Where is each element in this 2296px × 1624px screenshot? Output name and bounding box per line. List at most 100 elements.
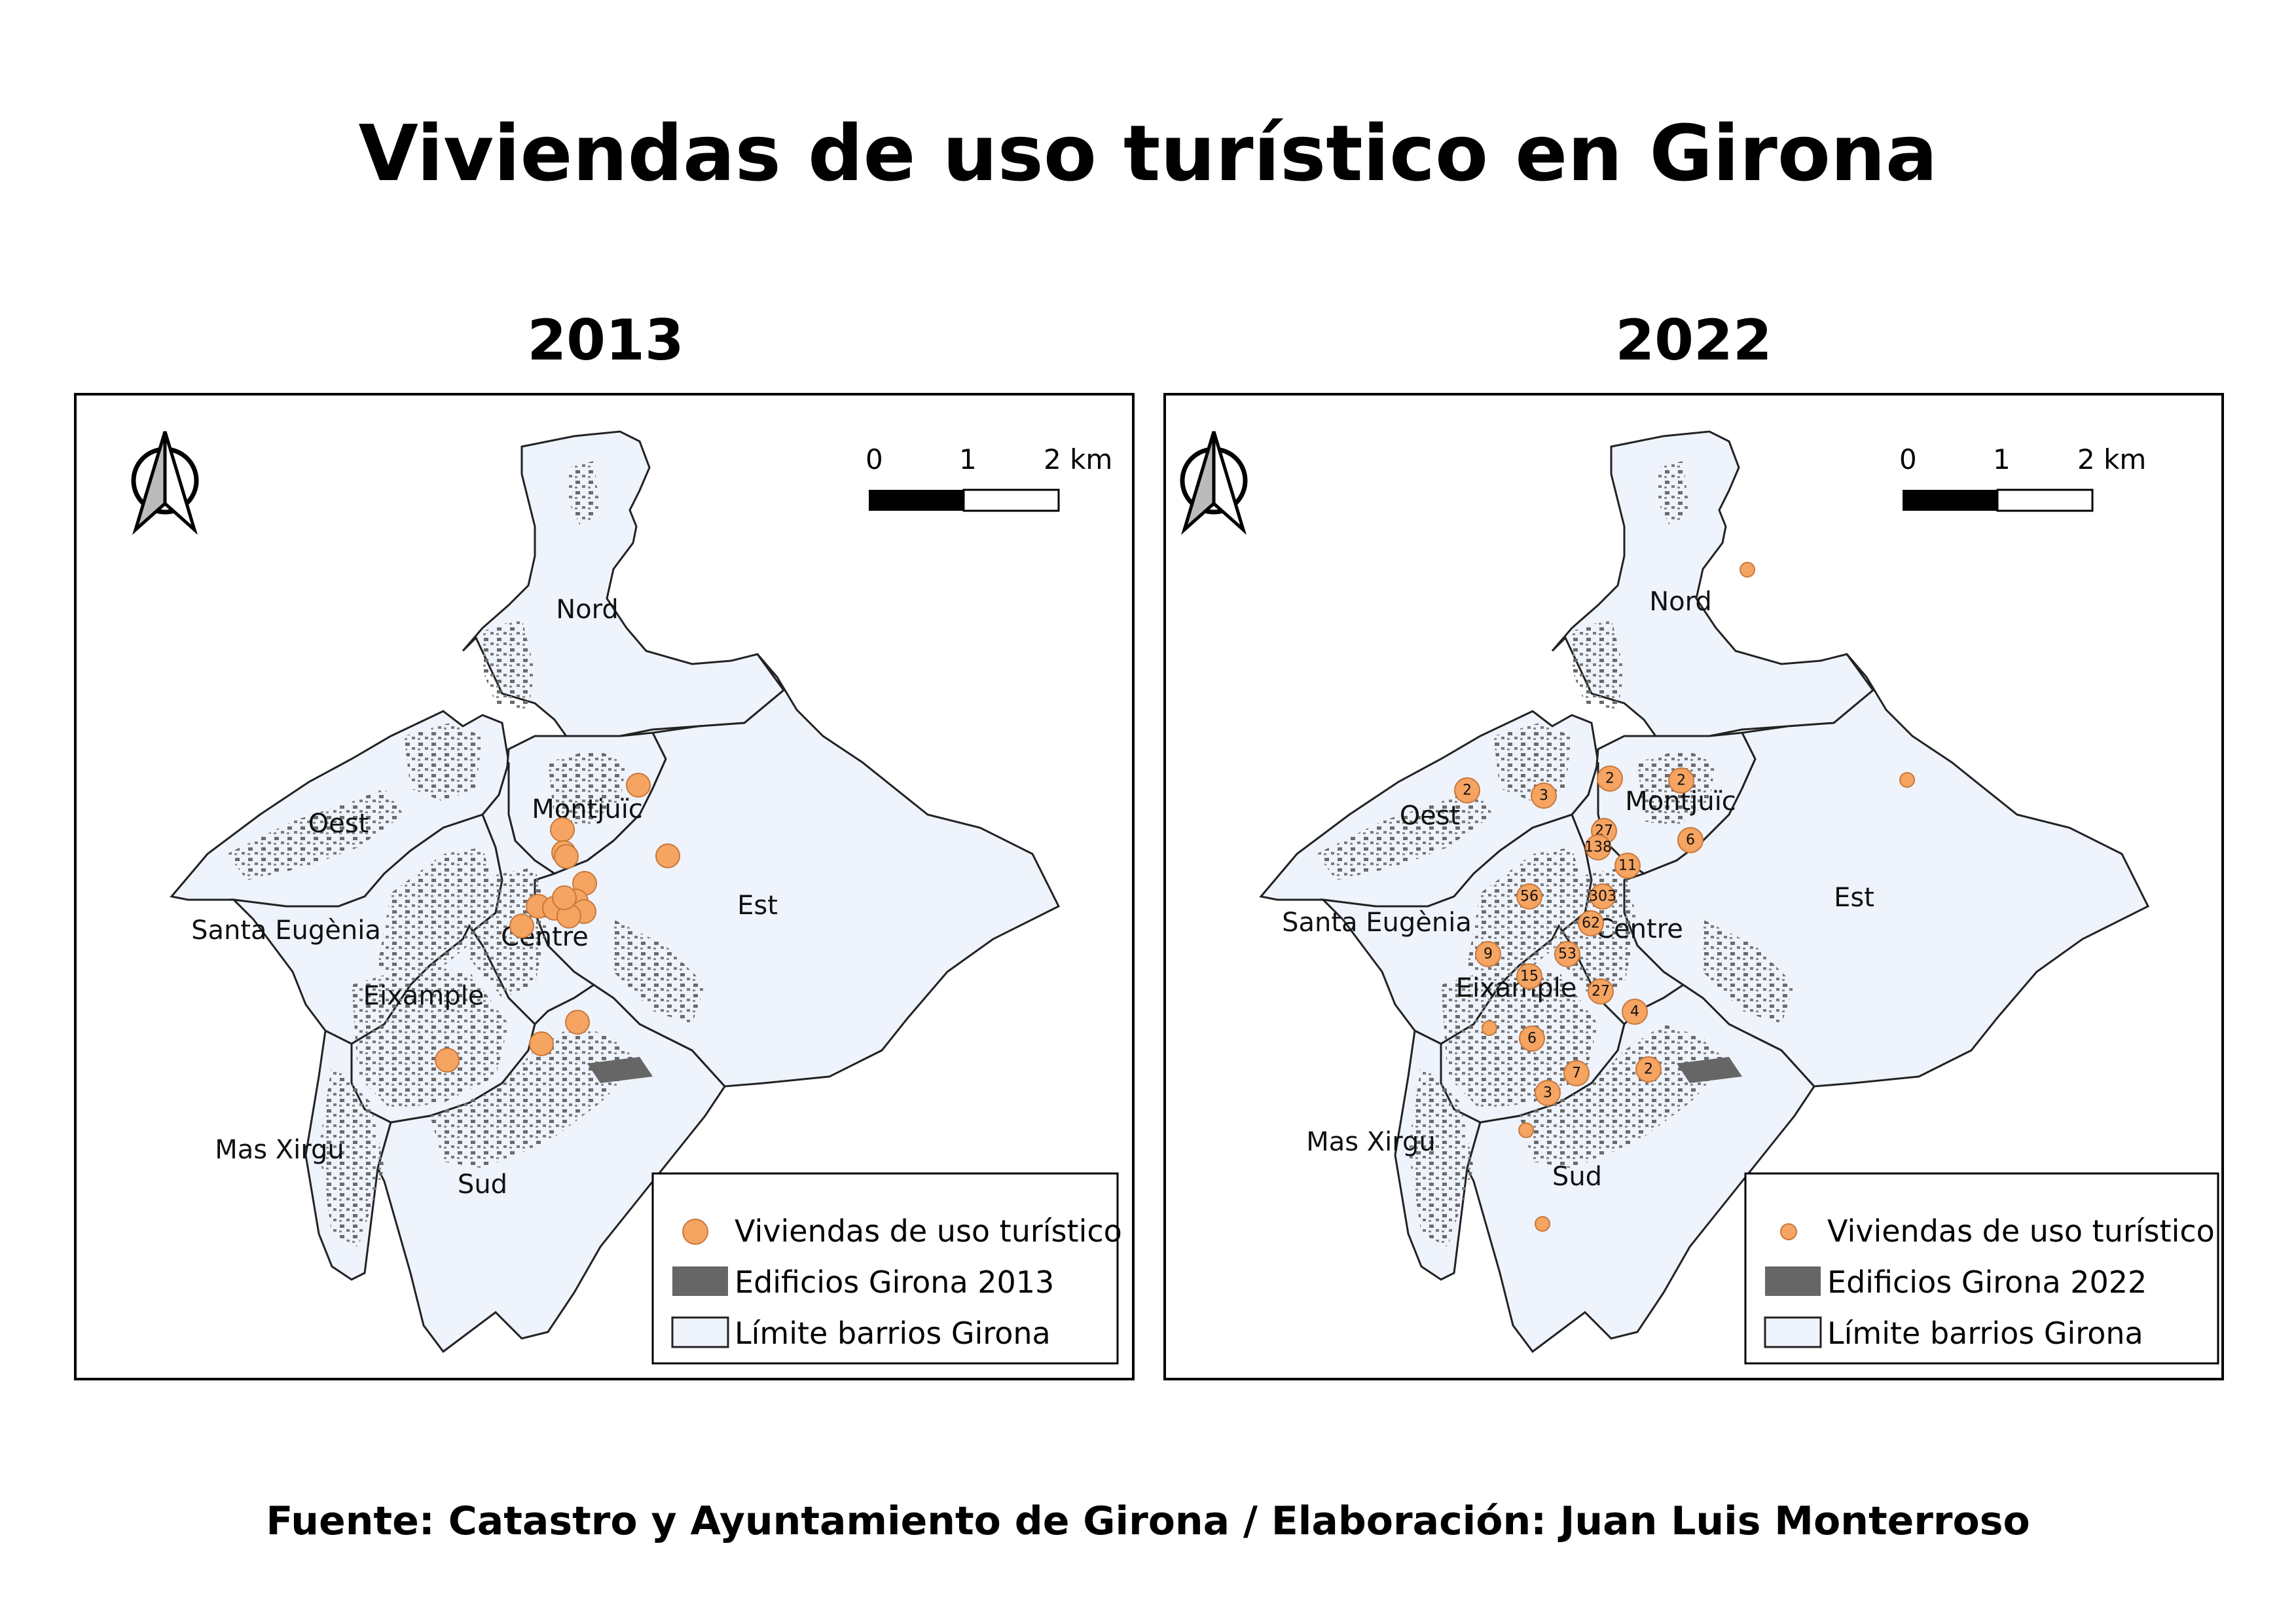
tourist-point bbox=[554, 844, 579, 869]
label-est: Est bbox=[1834, 883, 1874, 913]
svg-text:6: 6 bbox=[1686, 832, 1695, 849]
label-nord: Nord bbox=[556, 595, 619, 625]
svg-text:2: 2 bbox=[1463, 783, 1472, 799]
svg-text:6: 6 bbox=[1527, 1031, 1537, 1047]
label-santa-eugenia: Santa Eugènia bbox=[1282, 908, 1472, 938]
svg-text:2 km: 2 km bbox=[2077, 443, 2146, 475]
legend-item-boundary: Límite barrios Girona bbox=[735, 1316, 1051, 1351]
tourist-cluster: 2 bbox=[1635, 1056, 1662, 1082]
map-2022[interactable]: Nord Oest Montjuïc Est Santa Eugènia Cen… bbox=[1166, 396, 2221, 1378]
svg-text:4: 4 bbox=[1630, 1004, 1639, 1020]
svg-text:1: 1 bbox=[1993, 443, 2011, 475]
svg-text:27: 27 bbox=[1592, 984, 1610, 1000]
tourist-cluster: 62 bbox=[1578, 910, 1604, 936]
tourist-cluster: 15 bbox=[1516, 963, 1542, 989]
label-montjuic: Montjuïc bbox=[532, 794, 643, 824]
tourist-point bbox=[529, 1031, 554, 1056]
svg-text:9: 9 bbox=[1484, 946, 1493, 963]
svg-text:2: 2 bbox=[1644, 1061, 1653, 1078]
neighbourhood-labels: Nord Oest Montjuïc Est Santa Eugènia Cen… bbox=[1282, 587, 1874, 1192]
svg-text:138: 138 bbox=[1584, 840, 1612, 856]
tourist-cluster: 3 bbox=[1535, 1080, 1561, 1106]
legend-2022: Viviendas de uso turístico Edificios Gir… bbox=[1744, 1172, 2219, 1365]
tourist-cluster: 138 bbox=[1584, 834, 1612, 860]
tourist-cluster: 4 bbox=[1622, 999, 1648, 1025]
tourist-points-2013 bbox=[435, 773, 680, 1073]
label-eixample: Eixample bbox=[1456, 973, 1577, 1003]
legend-item-points: Viviendas de uso turístico bbox=[735, 1213, 1122, 1249]
map-2013[interactable]: Nord Oest Montjuïc Est Santa Eugènia Cen… bbox=[77, 396, 1132, 1378]
label-centre: Centre bbox=[1595, 914, 1683, 944]
tourist-cluster: 6 bbox=[1677, 827, 1704, 853]
building-industrial bbox=[1677, 1057, 1742, 1083]
legend-item-buildings: Edificios Girona 2022 bbox=[1827, 1264, 2147, 1300]
tourist-cluster: 9 bbox=[1475, 941, 1501, 967]
tourist-cluster: 6 bbox=[1519, 1025, 1545, 1052]
tourist-point bbox=[435, 1048, 460, 1073]
label-eixample: Eixample bbox=[363, 981, 484, 1011]
svg-text:0: 0 bbox=[1899, 443, 1917, 475]
label-mas-xirgu: Mas Xirgu bbox=[1306, 1127, 1436, 1157]
label-sud: Sud bbox=[458, 1170, 507, 1200]
svg-text:0: 0 bbox=[866, 443, 883, 475]
map-panel-2013[interactable]: Nord Oest Montjuïc Est Santa Eugènia Cen… bbox=[74, 393, 1135, 1380]
tourist-cluster: 2 bbox=[1668, 767, 1694, 794]
legend-boundary-swatch bbox=[1764, 1316, 1822, 1348]
legend-item-boundary: Límite barrios Girona bbox=[1827, 1316, 2143, 1351]
label-mas-xirgu: Mas Xirgu bbox=[215, 1135, 344, 1165]
north-arrow-icon bbox=[131, 431, 199, 535]
tourist-point bbox=[550, 817, 575, 842]
neighbourhood-labels: Nord Oest Montjuïc Est Santa Eugènia Cen… bbox=[191, 595, 778, 1200]
label-nord: Nord bbox=[1649, 587, 1712, 617]
svg-text:7: 7 bbox=[1572, 1065, 1581, 1082]
legend-building-swatch bbox=[1765, 1266, 1821, 1296]
source-footer: Fuente: Catastro y Ayuntamiento de Giron… bbox=[266, 1498, 2030, 1544]
label-oest: Oest bbox=[1400, 801, 1461, 831]
legend-item-points: Viviendas de uso turístico bbox=[1827, 1213, 2215, 1249]
tourist-cluster: 53 bbox=[1554, 941, 1580, 967]
tourist-point bbox=[509, 913, 534, 938]
scale-bar: 0 1 2 km bbox=[866, 443, 1112, 512]
tourist-point bbox=[626, 773, 651, 798]
tourist-cluster: 56 bbox=[1516, 883, 1542, 910]
label-santa-eugenia: Santa Eugènia bbox=[191, 915, 381, 946]
legend-2013: Viviendas de uso turístico Edificios Gir… bbox=[651, 1172, 1122, 1365]
tourist-point bbox=[655, 843, 680, 868]
year-label-2022: 2022 bbox=[1615, 308, 1772, 373]
scale-bar: 0 1 2 km bbox=[1899, 443, 2146, 512]
legend-point-icon bbox=[682, 1219, 708, 1245]
svg-text:2: 2 bbox=[1677, 773, 1686, 789]
legend-point-icon bbox=[1780, 1223, 1797, 1240]
tourist-cluster: 3 bbox=[1531, 783, 1557, 809]
tourist-cluster: 7 bbox=[1563, 1060, 1590, 1086]
tourist-points-2022: 2 3 2 2 27 138 6 11 56 303 62 9 53 15 27… bbox=[1454, 562, 1915, 1232]
tourist-cluster: 2 bbox=[1597, 766, 1623, 792]
svg-text:1: 1 bbox=[959, 443, 977, 475]
page-title: Viviendas de uso turístico en Girona bbox=[358, 108, 1938, 198]
svg-text:2 km: 2 km bbox=[1044, 443, 1112, 475]
north-arrow-icon bbox=[1180, 431, 1248, 535]
svg-text:62: 62 bbox=[1582, 915, 1600, 932]
svg-text:11: 11 bbox=[1618, 858, 1637, 874]
legend-item-buildings: Edificios Girona 2013 bbox=[735, 1264, 1054, 1300]
tourist-cluster: 2 bbox=[1454, 777, 1480, 803]
tourist-cluster: 27 bbox=[1588, 978, 1614, 1005]
tourist-cluster: 11 bbox=[1614, 853, 1641, 879]
tourist-point bbox=[552, 885, 577, 910]
tourist-point bbox=[565, 1010, 590, 1035]
svg-text:303: 303 bbox=[1589, 889, 1616, 905]
svg-text:56: 56 bbox=[1520, 889, 1539, 905]
svg-text:15: 15 bbox=[1520, 969, 1539, 985]
svg-text:53: 53 bbox=[1558, 946, 1576, 963]
label-oest: Oest bbox=[308, 809, 369, 839]
legend-boundary-swatch bbox=[671, 1316, 729, 1348]
svg-text:3: 3 bbox=[1539, 788, 1548, 804]
tourist-cluster: 303 bbox=[1589, 883, 1616, 910]
label-est: Est bbox=[737, 891, 778, 921]
svg-text:2: 2 bbox=[1605, 771, 1614, 787]
legend-building-swatch bbox=[672, 1266, 728, 1296]
year-label-2013: 2013 bbox=[527, 308, 684, 373]
map-panel-2022[interactable]: Nord Oest Montjuïc Est Santa Eugènia Cen… bbox=[1163, 393, 2224, 1380]
svg-text:3: 3 bbox=[1543, 1085, 1552, 1101]
label-sud: Sud bbox=[1552, 1162, 1602, 1192]
